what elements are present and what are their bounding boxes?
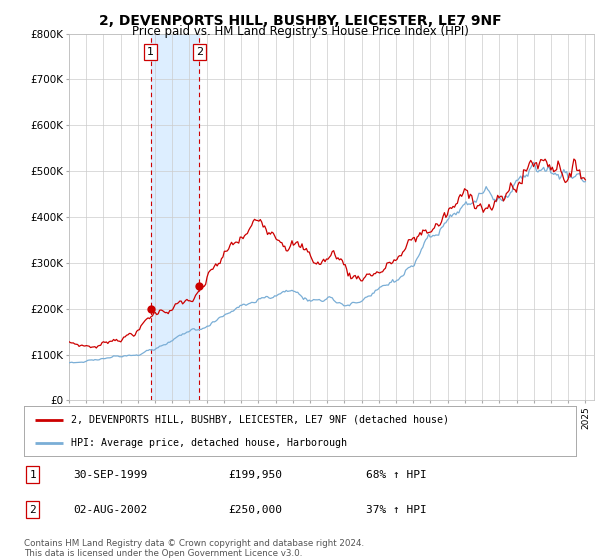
Text: 02-AUG-2002: 02-AUG-2002 xyxy=(74,505,148,515)
Text: 68% ↑ HPI: 68% ↑ HPI xyxy=(366,470,427,479)
Text: 37% ↑ HPI: 37% ↑ HPI xyxy=(366,505,427,515)
Text: 1: 1 xyxy=(29,470,36,479)
Text: HPI: Average price, detached house, Harborough: HPI: Average price, detached house, Harb… xyxy=(71,438,347,448)
Text: 1: 1 xyxy=(147,47,154,57)
Bar xyxy=(151,34,199,400)
Text: Contains HM Land Registry data © Crown copyright and database right 2024.
This d: Contains HM Land Registry data © Crown c… xyxy=(24,539,364,558)
Text: 2: 2 xyxy=(196,47,203,57)
Text: 2, DEVENPORTS HILL, BUSHBY, LEICESTER, LE7 9NF: 2, DEVENPORTS HILL, BUSHBY, LEICESTER, L… xyxy=(98,14,502,28)
Text: 2, DEVENPORTS HILL, BUSHBY, LEICESTER, LE7 9NF (detached house): 2, DEVENPORTS HILL, BUSHBY, LEICESTER, L… xyxy=(71,414,449,424)
Text: Price paid vs. HM Land Registry's House Price Index (HPI): Price paid vs. HM Land Registry's House … xyxy=(131,25,469,38)
Text: £199,950: £199,950 xyxy=(228,470,282,479)
Text: £250,000: £250,000 xyxy=(228,505,282,515)
Text: 2: 2 xyxy=(29,505,36,515)
Text: 30-SEP-1999: 30-SEP-1999 xyxy=(74,470,148,479)
